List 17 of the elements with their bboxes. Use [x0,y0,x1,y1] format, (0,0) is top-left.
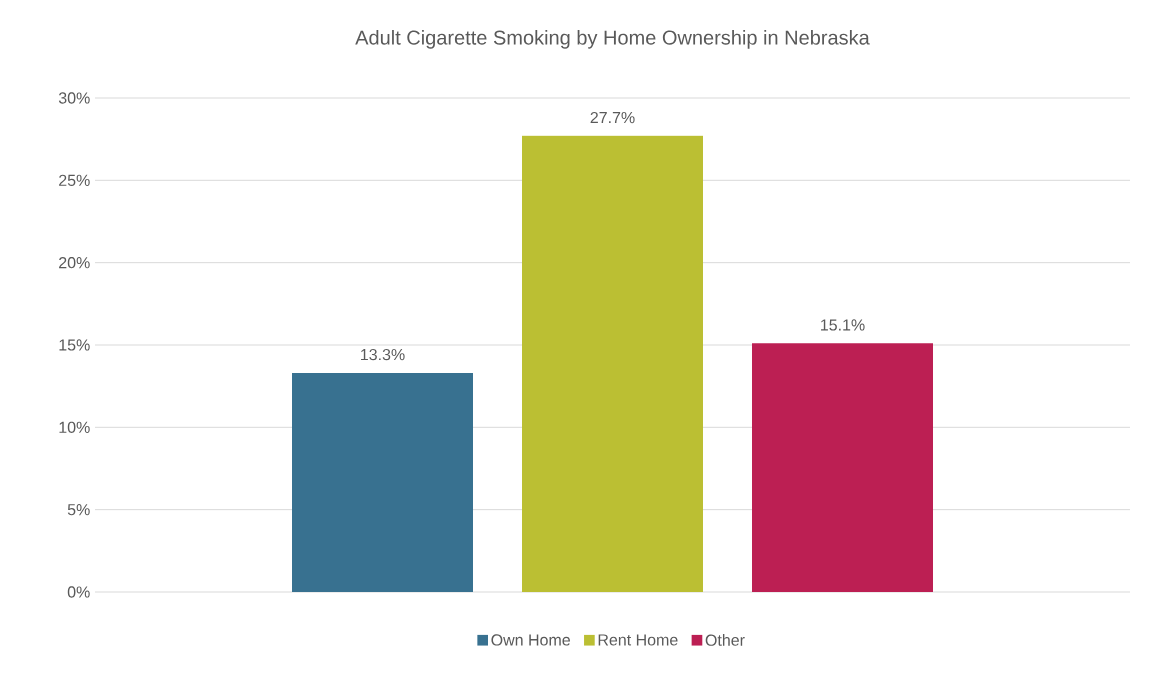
y-tick-label: 15% [59,339,90,351]
legend-label: Own Home [491,634,570,646]
y-tick-label: 0% [67,586,90,598]
y-tick-label: 30% [58,92,90,104]
data-label: 13.3% [361,348,405,361]
legend-label: Other [705,634,745,646]
chart-title: Adult Cigarette Smoking by Home Ownership in Nebraska [355,30,870,49]
bar [292,372,473,592]
data-label: 15.1% [821,319,865,331]
bar [522,135,703,592]
bar [752,343,933,592]
data-label: 27.7% [590,111,635,124]
y-tick-label: 25% [59,174,90,186]
y-tick-label: 10% [59,421,90,433]
y-tick-label: 5% [67,504,90,516]
legend-label: Rent Home [598,634,678,646]
y-tick-label: 20% [59,257,90,269]
